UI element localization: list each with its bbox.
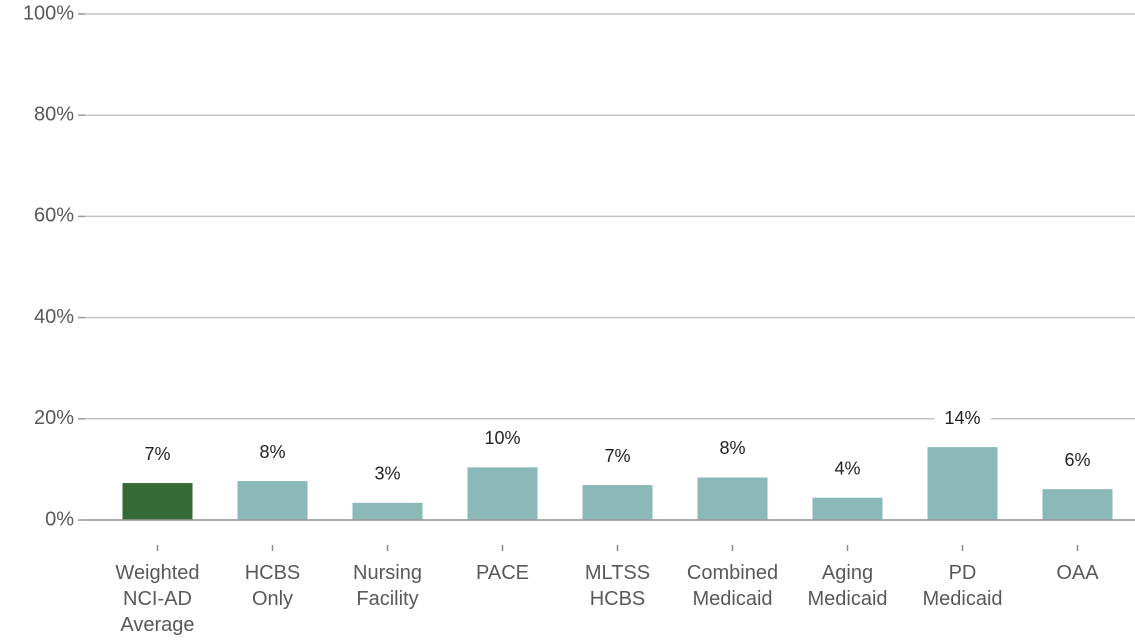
x-tick-line: HCBS: [590, 588, 646, 610]
y-tick-label: 40%: [34, 306, 74, 328]
bar: [927, 447, 998, 520]
value-label-bg: [934, 407, 991, 432]
y-tick-label: 20%: [34, 407, 74, 429]
x-tick-line: NCI-AD: [123, 588, 192, 610]
bar: [122, 483, 193, 520]
value-label: 4%: [834, 458, 860, 478]
x-tick-label: OAA: [1056, 562, 1099, 584]
value-label: 14%: [944, 408, 980, 428]
x-tick-line: Aging: [822, 562, 873, 584]
value-label-bg: [244, 441, 301, 466]
value-label: 3%: [374, 464, 400, 484]
x-tick-line: Only: [252, 588, 293, 610]
bar: [467, 467, 538, 520]
bar: [697, 477, 768, 520]
x-tick-line: PD: [949, 562, 977, 584]
y-tick-label: 80%: [34, 103, 74, 125]
value-label: 8%: [719, 438, 745, 458]
x-tick-line: HCBS: [245, 562, 301, 584]
x-tick-line: Facility: [356, 588, 418, 610]
value-label-bg: [589, 445, 646, 470]
x-tick-line: Weighted: [115, 562, 199, 584]
x-tick-line: Medicaid: [692, 588, 772, 610]
bar: [812, 497, 883, 520]
x-tick-line: PACE: [476, 562, 529, 584]
value-label-bg: [819, 457, 876, 482]
x-tick-line: Nursing: [353, 562, 422, 584]
y-tick-label: 60%: [34, 205, 74, 227]
x-tick-line: MLTSS: [585, 562, 650, 584]
x-tick-label: HCBS Only: [245, 562, 301, 610]
x-tick-line: Medicaid: [807, 588, 887, 610]
x-tick-label: PD Medicaid: [922, 562, 1002, 610]
value-label-bg: [474, 427, 531, 452]
value-label: 7%: [144, 444, 170, 464]
value-label: 8%: [259, 442, 285, 462]
value-label: 10%: [484, 428, 520, 448]
x-tick-line: OAA: [1056, 562, 1099, 584]
x-tick-label: Combined Medicaid: [687, 562, 778, 610]
value-label-bg: [1049, 449, 1106, 474]
y-tick-label: 100%: [23, 2, 74, 24]
x-tick-label: Nursing Facility: [353, 562, 422, 610]
x-tick-line: Medicaid: [922, 588, 1002, 610]
value-label: 7%: [604, 446, 630, 466]
x-tick-label: PACE: [476, 562, 529, 584]
x-tick-line: Combined: [687, 562, 778, 584]
value-label-bg: [704, 437, 761, 462]
x-tick-label: Weighted NCI-AD Average: [115, 562, 199, 636]
value-label-bg: [359, 462, 416, 487]
bar: [237, 481, 308, 520]
x-tick-label: MLTSS HCBS: [585, 562, 650, 610]
value-label: 6%: [1064, 450, 1090, 470]
bar: [1042, 489, 1113, 520]
x-tick-line: Average: [120, 614, 194, 636]
y-tick-label: 0%: [45, 508, 74, 530]
bar: [352, 502, 423, 520]
bar: [582, 485, 653, 520]
x-tick-label: Aging Medicaid: [807, 562, 887, 610]
value-label-bg: [129, 443, 186, 468]
